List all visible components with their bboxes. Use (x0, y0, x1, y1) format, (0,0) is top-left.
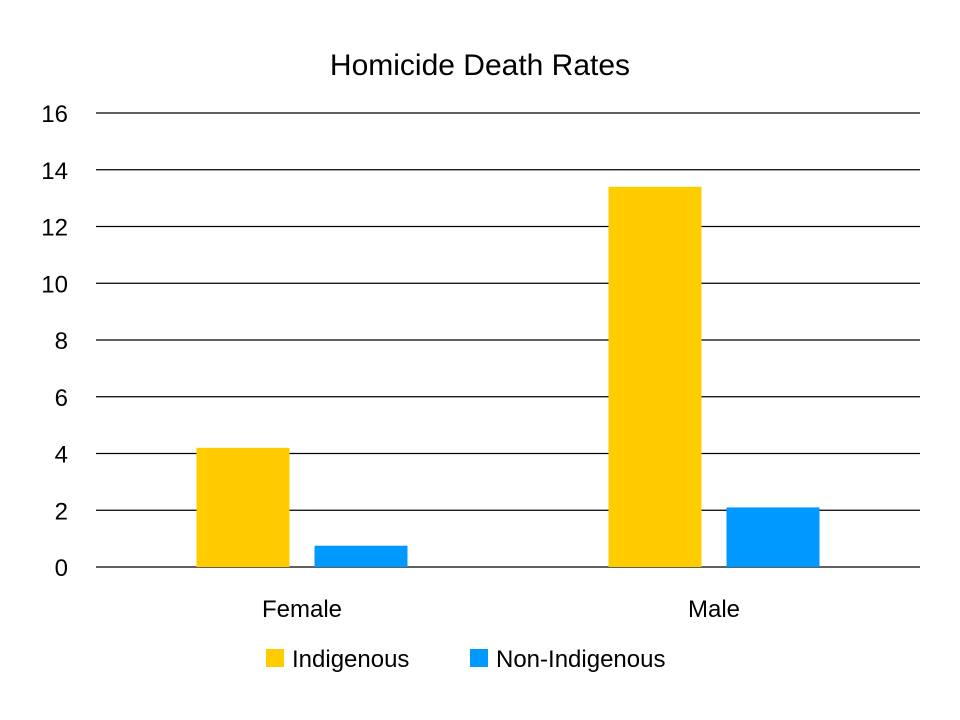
bar-non-indigenous-female (314, 545, 408, 567)
y-tick-label: 2 (55, 498, 68, 525)
y-tick-label: 8 (55, 328, 68, 355)
bars (196, 186, 820, 567)
y-tick-label: 12 (41, 215, 68, 242)
y-tick-label: 6 (55, 385, 68, 412)
y-tick-label: 14 (41, 158, 68, 185)
y-tick-label: 16 (41, 101, 68, 128)
y-tick-label: 0 (55, 555, 68, 582)
x-category-label: Male (688, 596, 740, 623)
x-axis-categories: Female Male (262, 596, 740, 623)
y-tick-label: 4 (55, 442, 68, 469)
legend-label-non-indigenous: Non-Indigenous (496, 646, 665, 673)
legend-swatch-indigenous (266, 649, 284, 667)
y-tick-label: 10 (41, 271, 68, 298)
chart-title: Homicide Death Rates (330, 49, 630, 82)
bar-non-indigenous-male (726, 507, 820, 567)
legend-swatch-non-indigenous (470, 649, 488, 667)
bar-indigenous-female (196, 447, 290, 567)
y-axis-ticks: 0 2 4 6 8 10 12 14 16 (41, 101, 68, 582)
legend: Indigenous Non-Indigenous (266, 646, 665, 673)
x-category-label: Female (262, 596, 342, 623)
legend-label-indigenous: Indigenous (292, 646, 409, 673)
bar-indigenous-male (608, 186, 702, 567)
